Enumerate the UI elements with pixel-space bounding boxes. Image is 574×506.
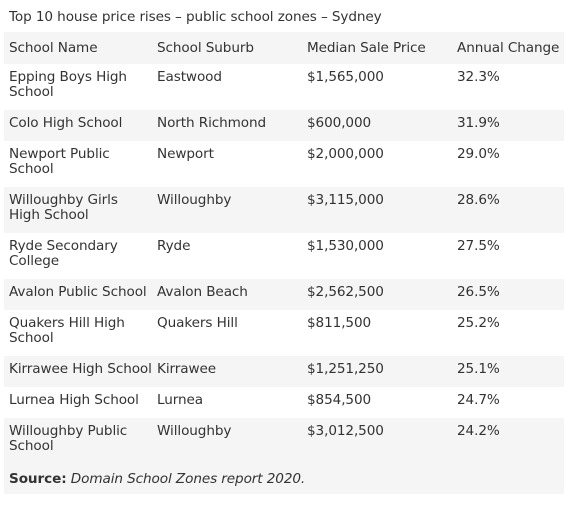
school-name-cell: Newport Public School [9,146,110,177]
price-table: School Name School Suburb Median Sale Pr… [4,32,564,464]
annual-change-cell: 28.6% [457,192,500,208]
table-row: Kirrawee High School Kirrawee $1,251,250… [4,356,564,387]
source-text: Domain School Zones report 2020. [70,471,306,487]
table-row: Willoughby Public School Willoughby $3,0… [4,418,564,464]
table-caption: Top 10 house price rises – public school… [4,2,564,32]
median-price-cell: $1,565,000 [307,69,384,85]
school-name-cell: Colo High School [9,115,123,131]
annual-change-cell: 24.7% [457,392,500,408]
school-suburb-cell: Avalon Beach [157,284,248,300]
school-suburb-cell: Willoughby [157,423,232,439]
median-price-cell: $3,012,500 [307,423,384,439]
table-row: Ryde Secondary College Ryde $1,530,000 2… [4,233,564,279]
source-label: Source: [9,471,67,487]
median-price-cell: $3,115,000 [307,192,384,208]
school-suburb-cell: North Richmond [157,115,267,131]
annual-change-cell: 29.0% [457,146,500,162]
median-price-cell: $2,562,500 [307,284,384,300]
school-name-cell: Ryde Secondary College [9,238,118,269]
annual-change-cell: 32.3% [457,69,500,85]
school-name-cell: Willoughby Girls High School [9,192,118,223]
school-name-cell: Epping Boys High School [9,69,127,100]
table-row: Epping Boys High School Eastwood $1,565,… [4,64,564,110]
annual-change-cell: 24.2% [457,423,500,439]
column-header-annual-change: Annual Change [457,40,560,56]
annual-change-cell: 25.1% [457,361,500,377]
school-name-cell: Kirrawee High School [9,361,152,377]
school-suburb-cell: Eastwood [157,69,222,85]
table-header-row: School Name School Suburb Median Sale Pr… [4,32,564,64]
school-name-cell: Avalon Public School [9,284,147,300]
table-row: Avalon Public School Avalon Beach $2,562… [4,279,564,310]
annual-change-cell: 31.9% [457,115,500,131]
median-price-cell: $811,500 [307,315,372,331]
school-name-cell: Willoughby Public School [9,423,128,454]
school-name-cell: Lurnea High School [9,392,139,408]
median-price-cell: $1,530,000 [307,238,384,254]
school-suburb-cell: Lurnea [157,392,204,408]
annual-change-cell: 27.5% [457,238,500,254]
annual-change-cell: 26.5% [457,284,500,300]
price-table-widget: Top 10 house price rises – public school… [4,2,564,494]
column-header-median-sale-price: Median Sale Price [307,40,426,56]
table-row: Quakers Hill High School Quakers Hill $8… [4,310,564,356]
table-row: Willoughby Girls High School Willoughby … [4,187,564,233]
annual-change-cell: 25.2% [457,315,500,331]
school-suburb-cell: Quakers Hill [157,315,238,331]
school-suburb-cell: Newport [157,146,214,162]
median-price-cell: $1,251,250 [307,361,384,377]
table-row: Lurnea High School Lurnea $854,500 24.7% [4,387,564,418]
median-price-cell: $600,000 [307,115,372,131]
source-note: Source: Domain School Zones report 2020. [4,464,564,494]
column-header-school-name: School Name [9,40,98,56]
school-suburb-cell: Kirrawee [157,361,217,377]
school-suburb-cell: Ryde [157,238,191,254]
median-price-cell: $854,500 [307,392,372,408]
table-row: Colo High School North Richmond $600,000… [4,110,564,141]
school-name-cell: Quakers Hill High School [9,315,125,346]
school-suburb-cell: Willoughby [157,192,232,208]
table-row: Newport Public School Newport $2,000,000… [4,141,564,187]
median-price-cell: $2,000,000 [307,146,384,162]
column-header-school-suburb: School Suburb [157,40,254,56]
